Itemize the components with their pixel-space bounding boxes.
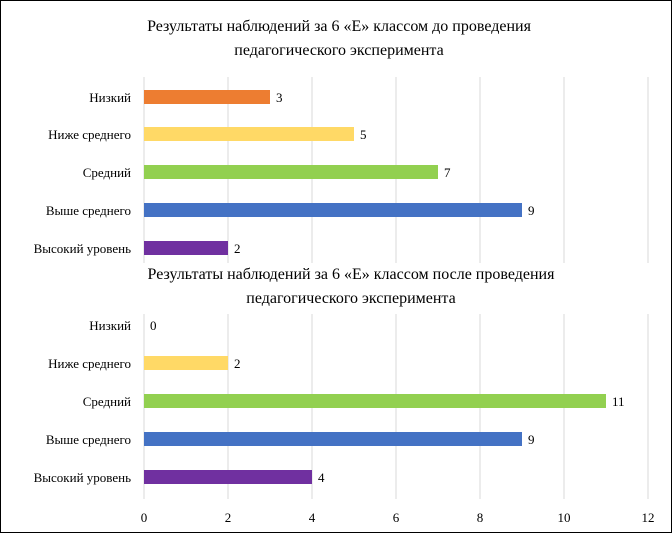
chart2-bar (144, 394, 606, 408)
chart1-title-line1: Результаты наблюдений за 6 «Е» классом д… (147, 18, 532, 35)
chart2-bar (144, 432, 522, 446)
chart1-category-label: Средний (83, 165, 131, 180)
chart1-bar (144, 241, 228, 255)
chart1-data-label: 2 (234, 241, 241, 256)
chart1-bar (144, 90, 270, 104)
chart2-category-label: Выше среднего (46, 432, 131, 447)
chart2-data-label: 2 (234, 356, 241, 371)
chart1-bars: Низкий 3 Ниже среднего 5 Средний 7 Выше средне… (34, 90, 535, 256)
chart2-title-line1: Результаты наблюдений за 6 «Е» классом п… (148, 266, 556, 283)
chart1-title-line2: педагогического эксперимента (234, 42, 443, 59)
chart2-category-label: Высокий уровень (34, 470, 131, 485)
chart2-title-line2: педагогического эксперимента (246, 290, 455, 307)
chart2-data-label: 4 (318, 470, 325, 485)
chart2-x-axis-ticks: 0 2 4 6 8 10 12 (141, 510, 655, 525)
chart2-bar (144, 470, 312, 484)
chart2-x-tick-label: 12 (642, 510, 655, 525)
chart2-x-tick-label: 4 (309, 510, 316, 525)
chart1-category-label: Выше среднего (46, 203, 131, 218)
chart2-x-tick-label: 2 (225, 510, 232, 525)
chart2-x-tick-label: 0 (141, 510, 148, 525)
chart1-bar (144, 127, 354, 141)
chart1-category-label: Ниже среднего (48, 127, 131, 142)
chart2-x-tick-label: 8 (477, 510, 484, 525)
chart1-bar (144, 203, 522, 217)
chart1-data-label: 3 (276, 90, 283, 105)
chart2-bars: Низкий 0 Ниже среднего 2 Средний 11 Выше средн… (34, 318, 625, 485)
chart2-x-tick-label: 10 (558, 510, 571, 525)
chart2-data-label: 0 (150, 318, 157, 333)
chart2-x-tick-label: 6 (393, 510, 400, 525)
chart2-category-label: Средний (83, 394, 131, 409)
chart1-data-label: 7 (444, 165, 451, 180)
chart1-data-label: 5 (360, 127, 367, 142)
chart2-data-label: 9 (528, 432, 535, 447)
chart1-bar (144, 165, 438, 179)
chart2-bar (144, 356, 228, 370)
chart2-category-label: Ниже среднего (48, 356, 131, 371)
chart2-data-label: 11 (612, 394, 625, 409)
chart1-category-label: Высокий уровень (34, 241, 131, 256)
chart1-data-label: 9 (528, 203, 535, 218)
chart1-category-label: Низкий (89, 90, 131, 105)
chart2-category-label: Низкий (89, 318, 131, 333)
